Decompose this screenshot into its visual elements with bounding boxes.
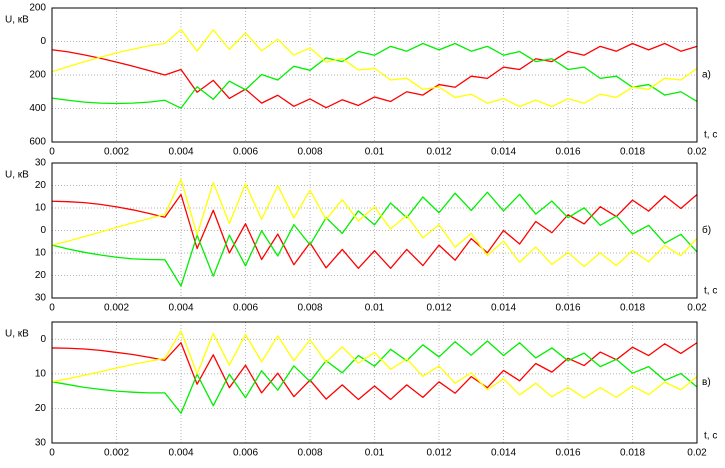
x-tick-label: 0 (49, 147, 55, 158)
x-tick-label: 0.004 (168, 448, 193, 459)
x-tick-label: 0 (49, 303, 55, 314)
x-axis-label: t, c (704, 286, 717, 297)
x-tick-label: 0.008 (297, 303, 322, 314)
y-tick-label: 0 (40, 36, 46, 47)
series-line (51, 191, 698, 287)
series-line (51, 178, 698, 268)
x-tick-label: 0.014 (491, 303, 516, 314)
y-tick-label: 400 (29, 103, 46, 114)
y-tick-label: 10 (35, 368, 47, 379)
plot-border (51, 7, 698, 143)
y-tick-label: 20 (35, 270, 47, 281)
x-tick-label: 0.01 (365, 448, 385, 459)
x-tick-label: 0.016 (555, 147, 580, 158)
x-tick-label: 0.012 (426, 303, 451, 314)
y-axis-label: U, кВ (5, 15, 29, 26)
x-tick-label: 0.014 (491, 147, 516, 158)
x-tick-label: 0.018 (620, 448, 645, 459)
series-line (51, 340, 698, 414)
x-tick-label: 0.02 (687, 448, 707, 459)
x-tick-label: 0.016 (555, 448, 580, 459)
panel-label: б) (702, 224, 711, 236)
plot-border (51, 321, 698, 444)
x-tick-label: 0.02 (687, 147, 707, 158)
y-axis-label: U, кВ (5, 329, 29, 340)
x-tick-label: 0.012 (426, 147, 451, 158)
x-tick-label: 0.002 (104, 147, 129, 158)
x-tick-label: 0.012 (426, 448, 451, 459)
x-tick-label: 0.006 (233, 147, 258, 158)
y-tick-label: 30 (35, 158, 47, 169)
y-tick-label: 30 (35, 438, 47, 449)
y-tick-label: 20 (35, 180, 47, 191)
panel-label: в) (702, 377, 711, 388)
plot-border (51, 162, 698, 299)
x-tick-label: 0.01 (365, 303, 385, 314)
y-tick-label: 0 (40, 225, 46, 236)
x-tick-label: 0.006 (233, 448, 258, 459)
y-tick-label: 20 (35, 403, 47, 414)
panel-label: а) (702, 70, 711, 81)
x-tick-label: 0.008 (297, 147, 322, 158)
x-axis-label: t, c (704, 431, 717, 442)
x-tick-label: 0.002 (104, 448, 129, 459)
y-tick-label: 10 (35, 203, 47, 214)
y-tick-label: 0 (40, 334, 46, 345)
x-tick-label: 0.014 (491, 448, 516, 459)
x-tick-label: 0.018 (620, 303, 645, 314)
y-tick-label: 30 (35, 293, 47, 304)
x-tick-label: 0.018 (620, 147, 645, 158)
x-tick-label: 0.01 (365, 147, 385, 158)
series-line (51, 28, 698, 108)
series-line (51, 42, 698, 109)
x-tick-label: 0.002 (104, 303, 129, 314)
y-tick-label: 10 (35, 248, 47, 259)
x-axis-label: t, c (704, 130, 717, 141)
x-tick-label: 0.016 (555, 303, 580, 314)
series-line (51, 42, 698, 109)
y-tick-label: 200 (29, 70, 46, 81)
x-tick-label: 0.02 (687, 303, 707, 314)
y-axis-label: U, кВ (5, 170, 29, 181)
series-line (51, 330, 698, 399)
x-tick-label: 0.006 (233, 303, 258, 314)
x-tick-label: 0.008 (297, 448, 322, 459)
x-tick-label: 0.004 (168, 303, 193, 314)
x-tick-label: 0.004 (168, 147, 193, 158)
y-tick-label: 200 (29, 3, 46, 14)
x-tick-label: 0 (49, 448, 55, 459)
y-tick-label: 600 (29, 137, 46, 148)
